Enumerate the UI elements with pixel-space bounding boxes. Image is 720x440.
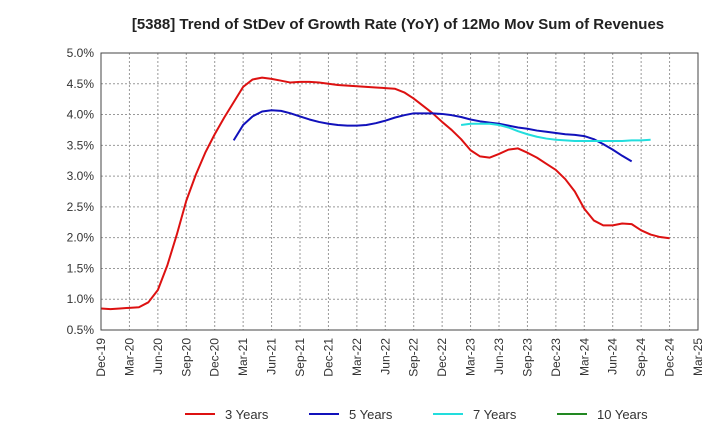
y-tick-label: 1.0% — [67, 292, 95, 306]
chart-title: [5388] Trend of StDev of Growth Rate (Yo… — [132, 16, 664, 33]
x-tick-label: Sep-20 — [179, 338, 193, 377]
x-tick-label: Mar-20 — [122, 338, 136, 376]
series-line-5-years — [232, 109, 633, 163]
y-tick-label: 2.5% — [67, 200, 95, 214]
plot-frame — [100, 52, 699, 331]
x-tick-label: Jun-21 — [265, 338, 279, 375]
x-tick-label: Dec-23 — [549, 338, 563, 377]
y-tick-label: 5.0% — [67, 46, 95, 60]
x-tick-label: Sep-24 — [634, 338, 648, 377]
x-tick-label: Jun-23 — [492, 338, 506, 375]
legend-label: 5 Years — [349, 407, 393, 422]
legend-label: 10 Years — [597, 407, 648, 422]
legend-label: 3 Years — [225, 407, 269, 422]
y-tick-label: 3.0% — [67, 169, 95, 183]
series-line-3-years — [100, 76, 670, 311]
y-tick-label: 0.5% — [67, 323, 95, 337]
x-tick-label: Dec-24 — [663, 338, 677, 377]
x-tick-label: Sep-21 — [293, 338, 307, 377]
legend-label: 7 Years — [473, 407, 517, 422]
x-tick-label: Mar-23 — [464, 338, 478, 376]
y-tick-label: 4.0% — [67, 108, 95, 122]
y-tick-label: 2.0% — [67, 231, 95, 245]
x-tick-label: Mar-25 — [691, 338, 705, 376]
x-tick-label: Jun-22 — [378, 338, 392, 375]
x-tick-label: Dec-22 — [435, 338, 449, 377]
legend: 3 Years 5 Years 7 Years 10 Years — [185, 407, 648, 422]
x-tick-label: Mar-21 — [236, 338, 250, 376]
x-tick-label: Sep-23 — [520, 338, 534, 377]
x-axis-ticks: Dec-19 Mar-20 Jun-20 Sep-20 Dec-20 Mar-21 Jun-… — [94, 338, 705, 377]
x-tick-label: Dec-20 — [208, 338, 222, 377]
y-tick-label: 4.5% — [67, 77, 95, 91]
x-tick-label: Mar-22 — [350, 338, 364, 376]
x-tick-label: Jun-24 — [606, 338, 620, 375]
y-tick-label: 1.5% — [67, 261, 95, 275]
y-tick-label: 3.5% — [67, 138, 95, 152]
x-tick-label: Dec-21 — [321, 338, 335, 377]
x-tick-label: Mar-24 — [577, 338, 591, 376]
y-axis-ticks: 0.5% 1.0% 1.5% 2.0% 2.5% 3.0% 3.5% 4.0% 4.5% 5.0% — [67, 46, 95, 337]
x-tick-label: Dec-19 — [94, 338, 108, 377]
x-tick-label: Jun-20 — [151, 338, 165, 375]
plot-lines — [100, 76, 670, 311]
x-tick-label: Sep-22 — [407, 338, 421, 377]
series-line-7-years — [460, 122, 651, 143]
